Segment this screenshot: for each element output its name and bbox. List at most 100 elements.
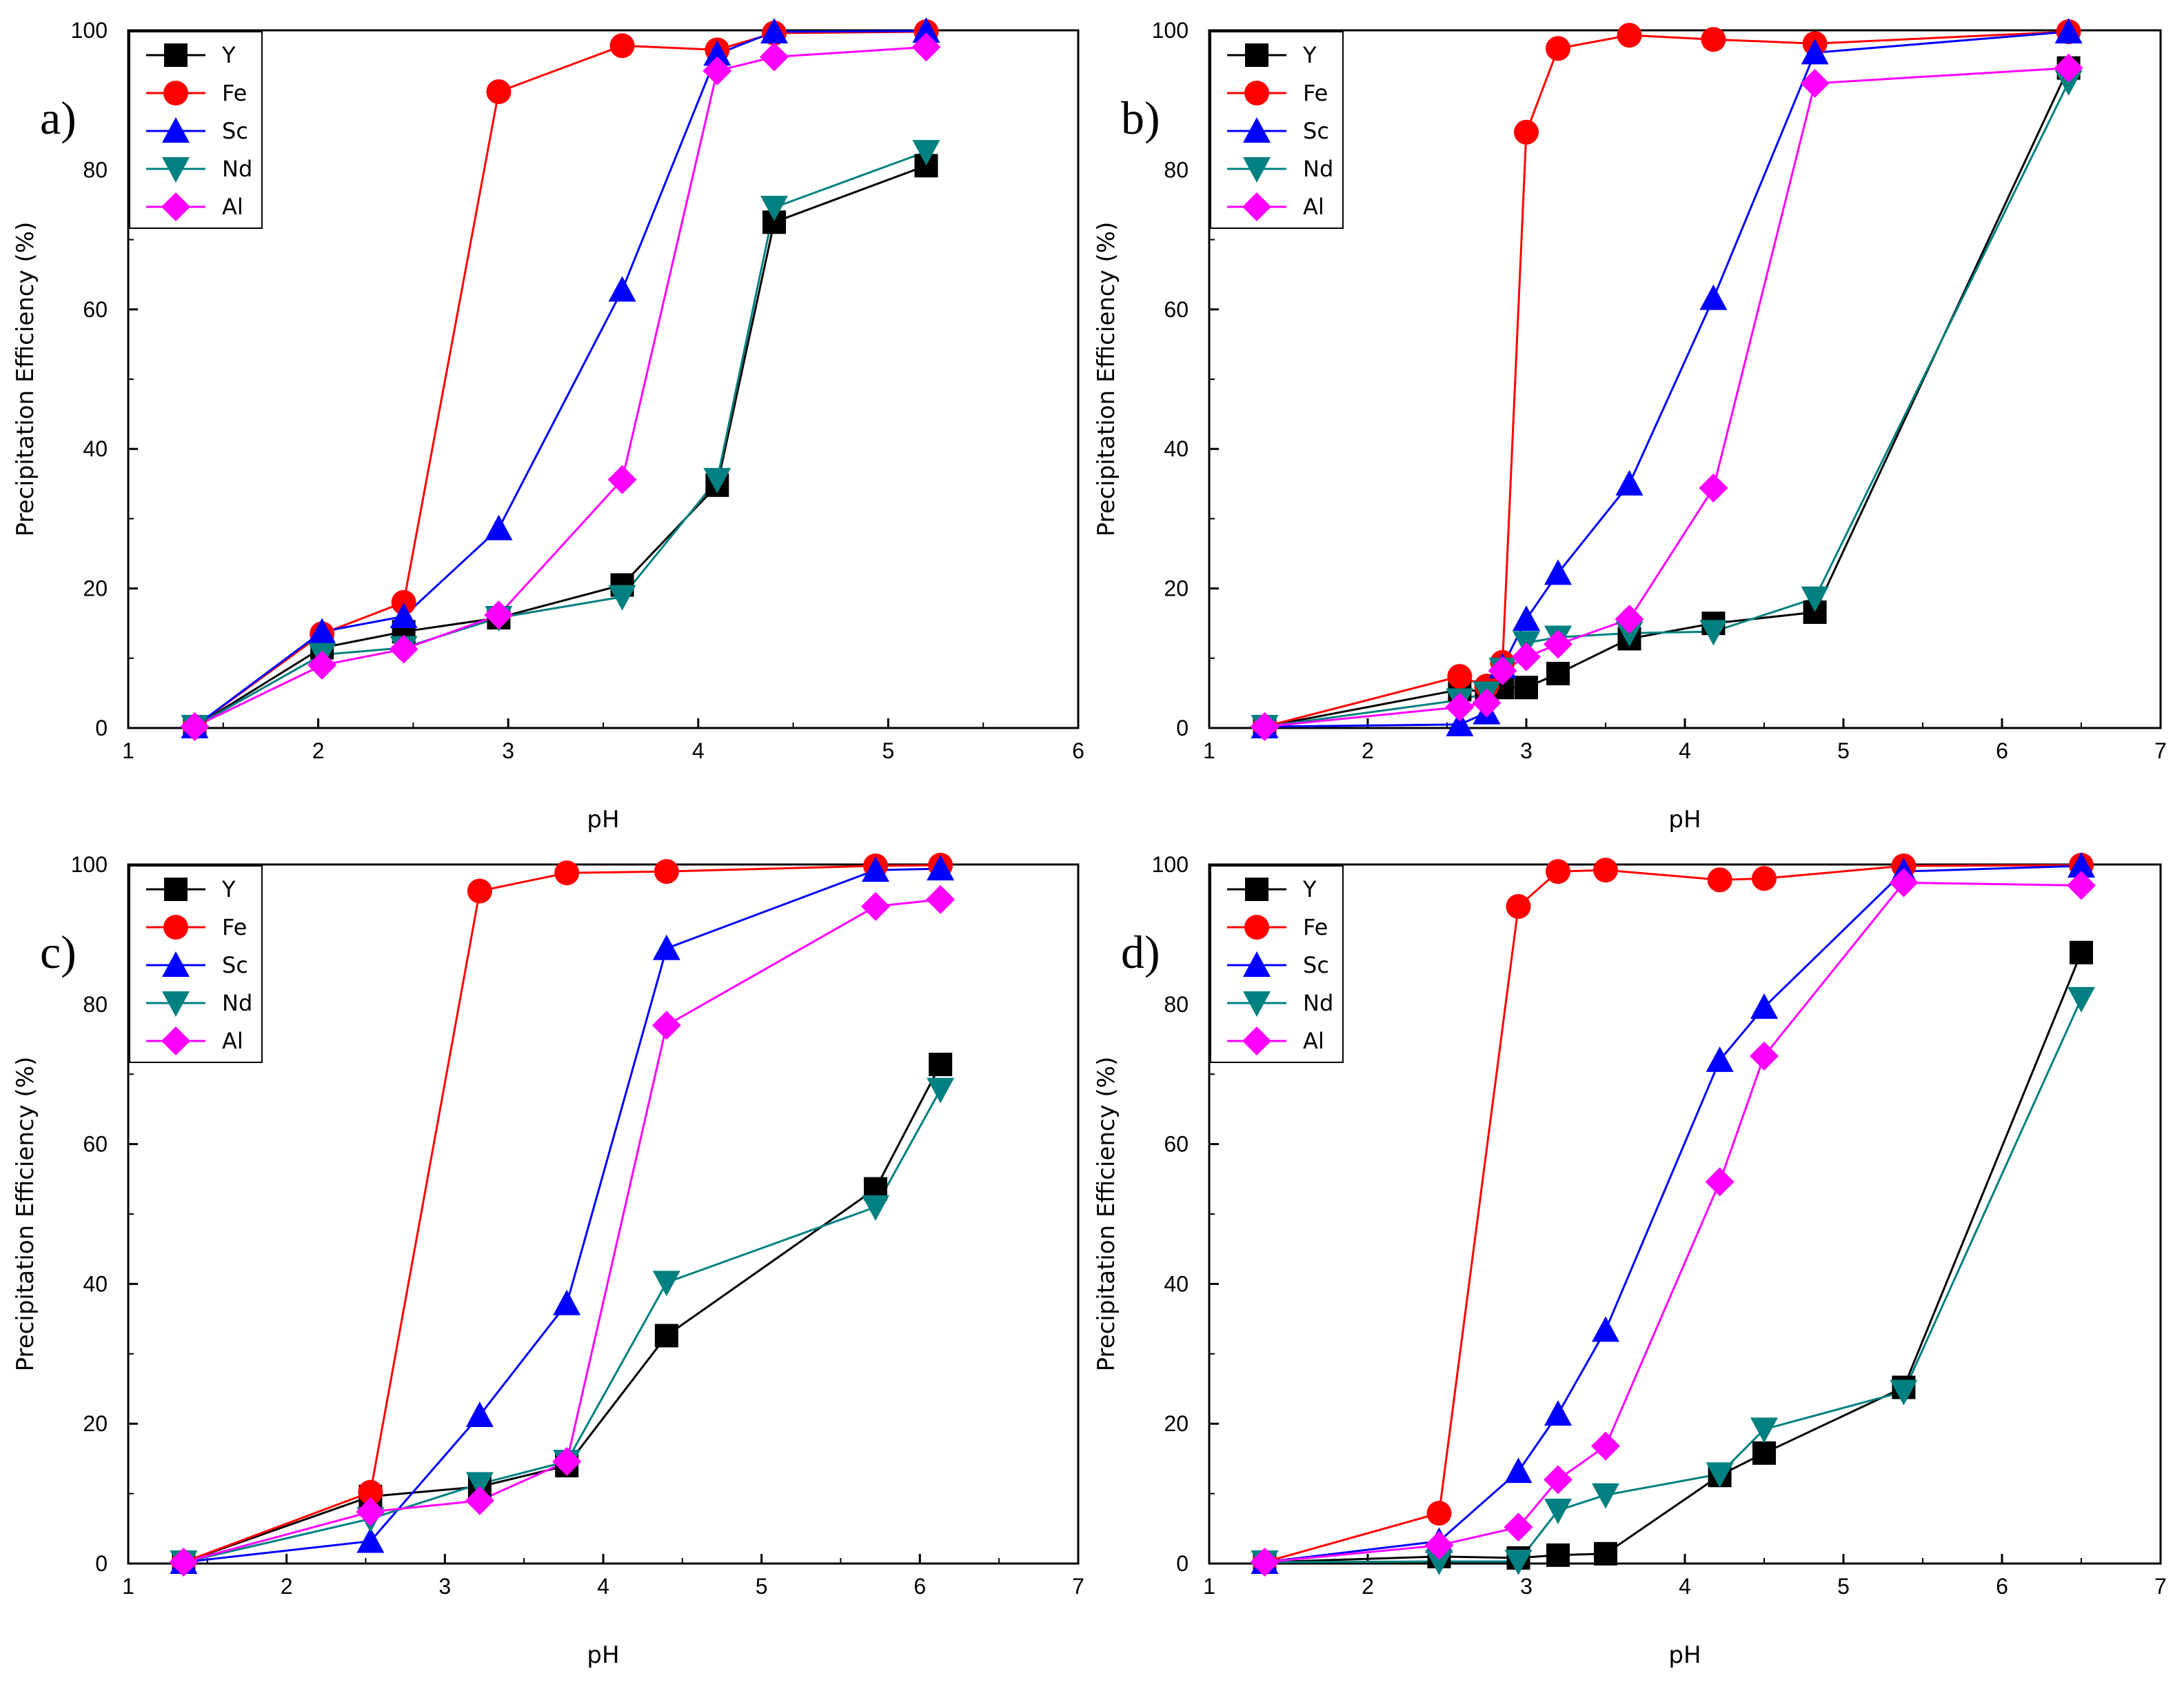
panel-a-legend-sc-label: Sc <box>222 118 248 144</box>
panel-b-x-tick-label: 1 <box>1203 738 1215 763</box>
panel-b-series-nd-point <box>1801 586 1829 612</box>
panel-a-legend-nd-marker <box>162 157 190 183</box>
panel-c-x-tick-label: 3 <box>438 1574 451 1599</box>
panel-b-legend-sc-marker <box>1243 117 1271 143</box>
panel-b-legend-nd-marker <box>1243 157 1271 183</box>
panel-c-series-fe-point <box>358 1479 383 1505</box>
panel-c-y-tick-label: 20 <box>83 1411 108 1436</box>
panel-d-series-nd-point <box>2067 987 2095 1013</box>
panel-d-series-y-point <box>1546 1543 1570 1567</box>
panel-b-series-nd-point <box>1615 621 1644 647</box>
panel-a-series <box>180 17 941 741</box>
panel-c-y-tick-label: 60 <box>83 1132 108 1157</box>
panel-a-series-al-point <box>607 465 637 494</box>
panel-c-legend-sc-label: Sc <box>222 952 248 978</box>
panel-c-legend-nd-label: Nd <box>222 990 252 1016</box>
panel-d-y-tick-label: 80 <box>1164 992 1189 1017</box>
panel-d-series-nd-point <box>1750 1417 1778 1444</box>
panel-a-series-al-point <box>180 711 210 741</box>
panel-c-series-sc-point <box>465 1402 494 1428</box>
panel-b-legend-sc-label: Sc <box>1303 118 1329 144</box>
panel-c-y-tick-label: 80 <box>83 992 108 1017</box>
panel-b-series-sc-point <box>1446 710 1474 736</box>
panel-c-series-sc-point <box>862 856 890 882</box>
panel-b-series-fe-point <box>1701 27 1726 52</box>
panel-c: 1 2 3 4 5 6 7 0 20 40 60 80 100 Y Fe Sc Nd Al c) pH Prec… <box>12 852 1084 1669</box>
panel-d-series-fe-point <box>1426 1500 1452 1526</box>
panel-a-series-nd-point <box>912 140 940 166</box>
panel-b-series-al-point <box>1445 692 1475 722</box>
panel-d-series-al-point <box>1504 1513 1533 1542</box>
panel-a-legend: Y Fe Sc Nd Al <box>129 31 263 229</box>
panel-b-series-sc-point <box>1544 559 1572 585</box>
panel-b-series-al-line <box>1264 67 2069 728</box>
panel-a-series-sc-point <box>608 276 636 302</box>
panel-d-legend-al-label: Al <box>1303 1028 1324 1054</box>
panel-d-label: d) <box>1121 926 1160 978</box>
panel-c-legend-al-label: Al <box>222 1028 243 1054</box>
panel-c-y-tick-label: 40 <box>83 1271 108 1296</box>
panel-c-series <box>169 853 956 1577</box>
panel-b-series-y-point <box>1546 662 1570 686</box>
panel-d-series-y-point <box>1752 1441 1776 1465</box>
panel-b-series-fe-point <box>1447 664 1473 689</box>
panel-c-series-sc-point <box>553 1289 581 1315</box>
panel-d-y-tick-label: 40 <box>1164 1271 1189 1296</box>
panel-d-series-nd-point <box>1504 1549 1533 1575</box>
panel-d-series-al-point <box>1591 1431 1620 1461</box>
panel-c-series-al-point <box>169 1547 199 1577</box>
panel-b-series-nd-point <box>1699 620 1728 646</box>
panel-a-x-tick-label: 6 <box>1072 738 1084 763</box>
panel-d-series-nd-point <box>1592 1483 1619 1509</box>
panel-c-legend-sc-marker <box>162 951 190 977</box>
panel-a-y-axis-title: Precipitation Efficiency (%) <box>12 222 39 537</box>
panel-b-series-sc-line <box>1264 30 2069 728</box>
panel-b-x-tick-label: 6 <box>1996 738 2008 763</box>
panel-b-y-axis-title: Precipitation Efficiency (%) <box>1093 222 1120 537</box>
panel-c-x-tick-label: 5 <box>756 1574 768 1599</box>
panel-d-series-al-point <box>1750 1041 1779 1071</box>
panel-b-legend-al-label: Al <box>1303 194 1324 220</box>
panel-d-series-fe-point <box>1593 858 1618 883</box>
panel-d-x-tick-label: 7 <box>2154 1574 2167 1599</box>
panel-a-series-al-point <box>702 56 732 85</box>
panel-a-x-tick-label: 2 <box>312 738 325 763</box>
panel-b-legend-fe-label: Fe <box>1303 80 1328 106</box>
panel-c-x-tick-label: 2 <box>281 1574 293 1599</box>
panel-a-series-fe-point <box>391 589 416 615</box>
panel-d-series-al-point <box>1424 1530 1454 1560</box>
panel-d-legend-nd-marker <box>1243 991 1271 1017</box>
panel-d-x-tick-label: 3 <box>1520 1574 1533 1599</box>
panel-c-series-al-point <box>651 1011 681 1040</box>
panel-d-y-tick-label: 60 <box>1164 1132 1189 1157</box>
panel-b-series-sc-point <box>1801 39 1829 65</box>
panel-b-x-axis-title: pH <box>1668 806 1701 833</box>
panel-c-series-sc-point <box>652 934 680 960</box>
panel-a-series-sc-point <box>703 40 731 66</box>
panel-d-series-sc-point <box>1750 993 1778 1019</box>
panel-d-x-axis-title: pH <box>1668 1641 1701 1669</box>
panel-a-x-tick-label: 4 <box>692 738 705 763</box>
panel-d-x-tick-label: 2 <box>1362 1574 1374 1599</box>
panel-b-series-y-point <box>1515 676 1538 700</box>
panel-c-series-sc-point <box>927 855 955 881</box>
panel-d-series-nd-point <box>1544 1498 1572 1524</box>
panel-b-series-al-point <box>1488 656 1517 686</box>
panel-d: 1 2 3 4 5 6 7 0 20 40 60 80 100 Y Fe Sc Nd Al d) pH Prec… <box>1093 852 2167 1669</box>
panel-a-legend-y-marker <box>164 43 188 67</box>
panel-d-series-sc-point <box>1544 1400 1572 1426</box>
panel-d-series-sc-point <box>2067 852 2095 878</box>
panel-b-series-al-point <box>1615 605 1644 634</box>
panel-d-series-nd-point <box>1425 1549 1453 1575</box>
panel-b-series-al-point <box>1800 68 1830 98</box>
panel-d-legend-sc-label: Sc <box>1303 952 1329 978</box>
panel-a-series-sc-point <box>308 618 336 644</box>
panel-d-legend-sc-marker <box>1243 951 1271 977</box>
panel-b-y-tick-label: 20 <box>1164 576 1189 601</box>
panel-d-series-al-point <box>1889 868 1919 898</box>
panel-c-series-y-point <box>654 1324 678 1348</box>
panel-d-series-fe-point <box>1752 866 1777 891</box>
